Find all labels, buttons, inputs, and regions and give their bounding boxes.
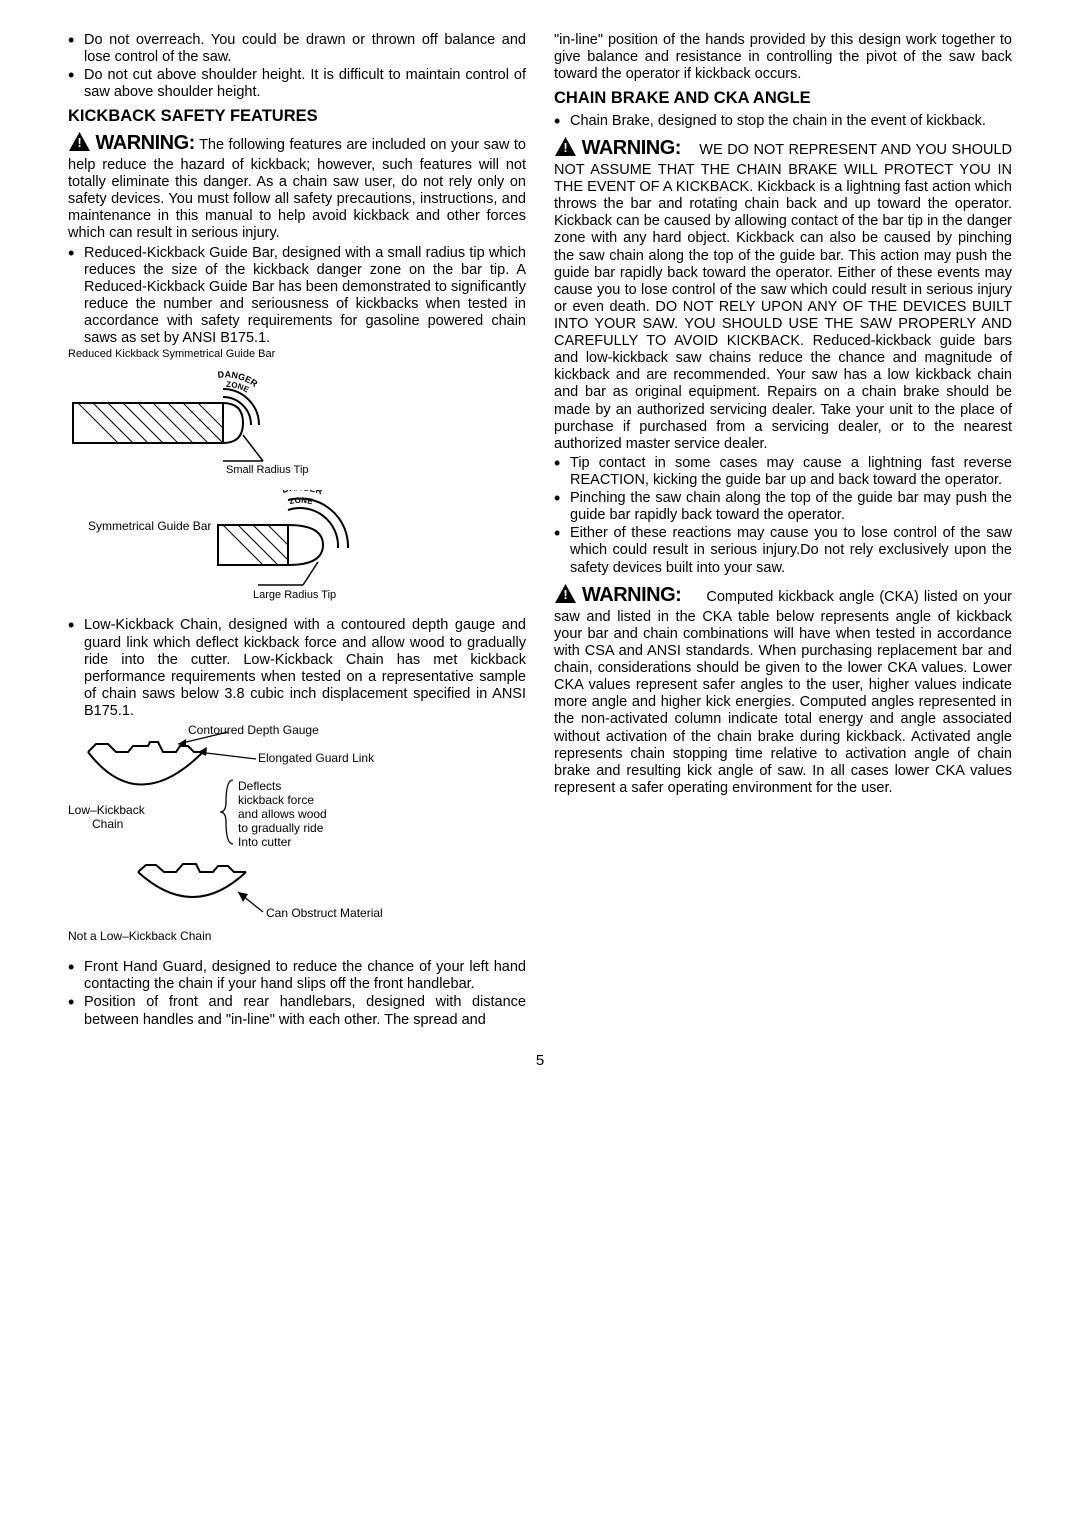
svg-text:!: ! [563,587,567,602]
bullet-icon: • [554,525,570,576]
list-item: • Pinching the saw chain along the top o… [554,490,1012,524]
figure-symmetrical-bar: Symmetrical Guide Bar DANGER ZONE [68,490,526,615]
svg-text:Small Radius Tip: Small Radius Tip [226,464,309,476]
warning-label: WARNING: [582,137,681,159]
continuation-text: "in-line" position of the hands provided… [554,32,1012,83]
kickback-bullet-list-2: • Low-Kickback Chain, designed with a co… [68,617,526,720]
bullet-text: Do not cut above shoulder height. It is … [84,67,526,101]
svg-text:ZONE: ZONE [289,496,314,507]
brake-bullet-list: • Chain Brake, designed to stop the chai… [554,113,1012,130]
list-item: • Reduced-Kickback Guide Bar, designed w… [68,245,526,348]
bullet-text: Position of front and rear handlebars, d… [84,994,526,1028]
warning-body: Kickback is a lightning fast action whic… [554,179,1012,452]
bottom-bullet-list: • Front Hand Guard, designed to reduce t… [68,959,526,1028]
bullet-text: Chain Brake, designed to stop the chain … [570,113,1012,130]
bullet-text: Tip contact in some cases may cause a li… [570,455,1012,489]
right-bullet-list: • Tip contact in some cases may cause a … [554,455,1012,577]
svg-text:Can Obstruct Material: Can Obstruct Material [266,906,383,920]
svg-text:DANGER: DANGER [281,490,324,496]
list-item: • Front Hand Guard, designed to reduce t… [68,959,526,993]
svg-text:Contoured Depth Gauge: Contoured Depth Gauge [188,723,319,737]
bullet-icon: • [554,455,570,489]
manual-page: • Do not overreach. You could be drawn o… [68,32,1012,1030]
list-item: • Position of front and rear handlebars,… [68,994,526,1028]
top-bullet-list: • Do not overreach. You could be drawn o… [68,32,526,101]
chain-brake-heading: CHAIN BRAKE AND CKA ANGLE [554,89,1012,108]
bullet-text: Either of these reactions may cause you … [570,525,1012,576]
list-item: • Chain Brake, designed to stop the chai… [554,113,1012,130]
list-item: • Either of these reactions may cause yo… [554,525,1012,576]
svg-text:!: ! [77,135,81,150]
bullet-text: Do not overreach. You could be drawn or … [84,32,526,66]
warning-triangle-icon: ! [68,131,91,157]
bullet-icon: • [68,959,84,993]
warning-body: Computed kickback angle (CKA) listed on … [554,589,1012,796]
list-item: • Do not cut above shoulder height. It i… [68,67,526,101]
list-item: • Do not overreach. You could be drawn o… [68,32,526,66]
svg-text:Not a Low–Kickback Chain: Not a Low–Kickback Chain [68,929,211,943]
right-column: "in-line" position of the hands provided… [554,32,1012,1030]
list-item: • Low-Kickback Chain, designed with a co… [68,617,526,720]
bullet-text: Front Hand Guard, designed to reduce the… [84,959,526,993]
svg-text:Elongated Guard Link: Elongated Guard Link [258,751,375,765]
warning-block-1: ! WARNING: The following features are in… [68,131,526,243]
warning-block-2: ! WARNING: WE DO NOT REPRESENT AND YOU S… [554,136,1012,453]
warning-label: WARNING: [582,584,681,606]
kickback-features-heading: KICKBACK SAFETY FEATURES [68,107,526,126]
bullet-icon: • [68,32,84,66]
svg-text:Low–Kickback Chain: Low–Kickback Chain [68,803,148,831]
kickback-bullet-list: • Reduced-Kickback Guide Bar, designed w… [68,245,526,348]
figure-caption: Reduced Kickback Symmetrical Guide Bar [68,348,526,361]
bullet-text: Reduced-Kickback Guide Bar, designed wit… [84,245,526,348]
warning-triangle-icon: ! [554,583,577,609]
list-item: • Tip contact in some cases may cause a … [554,455,1012,489]
bullet-icon: • [554,490,570,524]
svg-text:Symmetrical Guide Bar: Symmetrical Guide Bar [88,519,211,533]
bullet-icon: • [68,245,84,348]
bullet-text: Pinching the saw chain along the top of … [570,490,1012,524]
svg-text:Large Radius Tip: Large Radius Tip [253,589,336,601]
bullet-icon: • [554,113,570,130]
left-column: • Do not overreach. You could be drawn o… [68,32,526,1030]
figure-reduced-kickback-bar: DANGER ZONE Small Radius Tip [68,363,526,488]
bullet-text: Low-Kickback Chain, designed with a cont… [84,617,526,720]
bullet-icon: • [68,994,84,1028]
svg-text:!: ! [563,140,567,155]
bullet-icon: • [68,617,84,720]
page-number: 5 [68,1052,1012,1069]
figure-low-kickback-chain: Contoured Depth Gauge Elongated Guard Li… [68,722,526,957]
warning-block-3: ! WARNING: Computed kickback angle (CKA)… [554,583,1012,797]
warning-triangle-icon: ! [554,136,577,162]
svg-text:Deflects kickback fo: Deflects kickback force and allows wood … [238,779,330,849]
bullet-icon: • [68,67,84,101]
warning-label: WARNING: [96,132,195,154]
